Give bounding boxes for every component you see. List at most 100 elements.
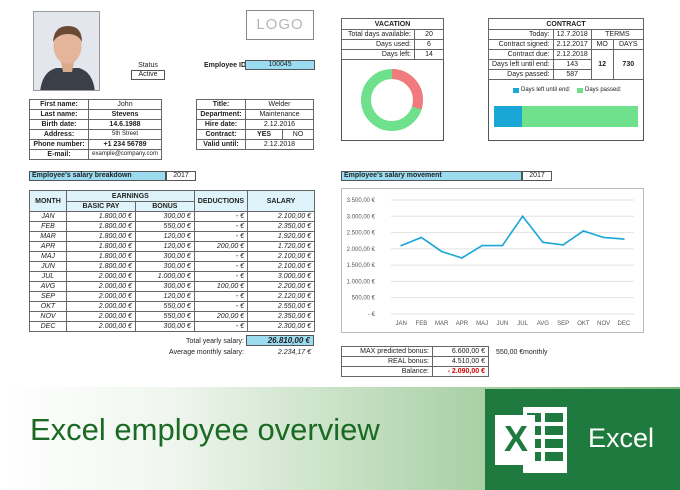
salary-basic-cell[interactable]: 1.800,00 € — [65, 231, 136, 242]
vacation-left-value[interactable]: 14 — [414, 49, 444, 60]
salary-deductions-cell[interactable]: - € — [193, 291, 249, 302]
salary-bonus-cell[interactable]: 1.000,00 € — [134, 271, 195, 282]
person-icon — [34, 12, 99, 90]
salary-bonus-cell[interactable]: 120,00 € — [134, 241, 195, 252]
vacation-total-value[interactable]: 20 — [414, 29, 444, 40]
days-header: DAYS — [612, 39, 645, 50]
salary-bonus-cell[interactable]: 300,00 € — [134, 281, 195, 292]
title-value[interactable]: Welder — [245, 99, 314, 110]
hire-date-value[interactable]: 2.12.2016 — [245, 119, 314, 130]
salary-bonus-cell[interactable]: 550,00 € — [134, 221, 195, 232]
chart-y-tick-label: 3.500,00 € — [347, 198, 376, 204]
chart-data-point — [542, 241, 544, 244]
salary-deductions-cell[interactable]: - € — [193, 301, 249, 312]
salary-deductions-cell[interactable]: 200,00 € — [193, 311, 249, 322]
last-name-value[interactable]: Stevens — [88, 109, 162, 120]
contract-signed-value[interactable]: 2.12.2017 — [552, 39, 592, 50]
salary-bonus-cell[interactable]: 300,00 € — [134, 211, 195, 222]
salary-total-cell[interactable]: 2.120,00 € — [247, 291, 315, 302]
title-label: Title: — [196, 99, 246, 110]
employee-id-field[interactable]: 100045 — [245, 60, 315, 70]
total-salary-value[interactable]: 26.810,00 € — [246, 335, 314, 346]
salary-breakdown-year[interactable]: 2017 — [166, 171, 196, 181]
salary-row: AVG 2.000,00 €300,00 €100,00 €2.200,00 € — [29, 281, 315, 292]
salary-bonus-cell[interactable]: 550,00 € — [134, 311, 195, 322]
salary-bonus-cell[interactable]: 300,00 € — [134, 251, 195, 262]
salary-deductions-cell[interactable]: - € — [193, 221, 249, 232]
salary-deductions-cell[interactable]: 100,00 € — [193, 281, 249, 292]
vacation-used-value[interactable]: 6 — [414, 39, 444, 50]
contract-no[interactable]: NO — [282, 129, 314, 140]
salary-line-chart: 3.500,00 € 3.000,00 € 2.500,00 € 2.000,00 €… — [347, 198, 634, 327]
salary-deductions-cell[interactable]: - € — [193, 321, 249, 332]
balance-value[interactable]: - 2.090,00 € — [432, 366, 489, 377]
contract-table: CONTRACT Today: 12.7.2018 TERMS Contract s… — [488, 18, 645, 80]
bonus-summary-table: MAX predicted bonus: 6.600,00 € REAL bonu… — [341, 346, 489, 377]
salary-bonus-cell[interactable]: 120,00 € — [134, 231, 195, 242]
salary-basic-cell[interactable]: 2.000,00 € — [65, 321, 136, 332]
term-days-value[interactable]: 730 — [612, 49, 645, 80]
salary-deductions-cell[interactable]: - € — [193, 261, 249, 272]
salary-deductions-cell[interactable]: - € — [193, 211, 249, 222]
last-name-label: Last name: — [29, 109, 89, 120]
chart-y-tick-label: 1.000,00 € — [347, 279, 376, 285]
salary-total-cell[interactable]: 2.200,00 € — [247, 281, 315, 292]
salary-basic-cell[interactable]: 1.800,00 € — [65, 221, 136, 232]
salary-deductions-cell[interactable]: - € — [193, 231, 249, 242]
salary-bonus-cell[interactable]: 550,00 € — [134, 301, 195, 312]
contract-yes[interactable]: YES — [244, 129, 284, 140]
employee-id-label: Employee ID — [204, 62, 247, 69]
department-value[interactable]: Maintenance — [245, 109, 314, 120]
salary-month-cell: SEP — [29, 291, 67, 302]
salary-basic-cell[interactable]: 2.000,00 € — [65, 301, 136, 312]
salary-basic-cell[interactable]: 2.000,00 € — [65, 311, 136, 322]
birth-date-value[interactable]: 14.6.1988 — [88, 119, 162, 130]
salary-basic-cell[interactable]: 1.800,00 € — [65, 251, 136, 262]
first-name-value[interactable]: John — [88, 99, 162, 110]
real-bonus-label: REAL bonus: — [341, 356, 433, 367]
salary-bonus-cell[interactable]: 300,00 € — [134, 261, 195, 272]
salary-basic-cell[interactable]: 2.000,00 € — [65, 271, 136, 282]
salary-month-cell: JUN — [29, 261, 67, 272]
valid-until-value[interactable]: 2.12.2018 — [245, 139, 314, 150]
salary-basic-cell[interactable]: 1.800,00 € — [65, 211, 136, 222]
salary-total-cell[interactable]: 2.550,00 € — [247, 301, 315, 312]
salary-total-cell[interactable]: 1.920,00 € — [247, 231, 315, 242]
contract-due-value[interactable]: 2.12.2018 — [552, 49, 592, 60]
days-until-end-value[interactable]: 143 — [552, 59, 592, 70]
salary-total-cell[interactable]: 2.350,00 € — [247, 311, 315, 322]
salary-total-cell[interactable]: 2.350,00 € — [247, 221, 315, 232]
salary-total-cell[interactable]: 2.100,00 € — [247, 261, 315, 272]
status-badge: Active — [131, 70, 165, 80]
address-value[interactable]: 5th Street — [88, 129, 162, 140]
salary-basic-cell[interactable]: 2.000,00 € — [65, 291, 136, 302]
chart-x-tick-label: DEC — [618, 321, 631, 327]
bonus-header: BONUS — [134, 201, 195, 212]
days-passed-value[interactable]: 587 — [552, 69, 592, 80]
salary-total-cell[interactable]: 2.100,00 € — [247, 211, 315, 222]
salary-row: FEB 1.800,00 €550,00 € - €2.350,00 € — [29, 221, 315, 232]
salary-basic-cell[interactable]: 2.000,00 € — [65, 281, 136, 292]
personal-info-table: First name: John Last name: Stevens Birth … — [29, 99, 162, 160]
salary-month-cell: NOV — [29, 311, 67, 322]
term-months-value[interactable]: 12 — [590, 49, 614, 80]
salary-month-cell: MAR — [29, 231, 67, 242]
salary-total-cell[interactable]: 3.000,00 € — [247, 271, 315, 282]
salary-total-cell[interactable]: 2.300,00 € — [247, 321, 315, 332]
salary-bonus-cell[interactable]: 120,00 € — [134, 291, 195, 302]
salary-movement-year[interactable]: 2017 — [522, 171, 552, 181]
salary-basic-cell[interactable]: 1.800,00 € — [65, 261, 136, 272]
salary-total-cell[interactable]: 2.100,00 € — [247, 251, 315, 262]
salary-basic-cell[interactable]: 1.800,00 € — [65, 241, 136, 252]
max-bonus-value[interactable]: 6.600,00 € — [432, 346, 489, 357]
salary-deductions-cell[interactable]: - € — [193, 271, 249, 282]
phone-value[interactable]: +1 234 56789 — [88, 139, 162, 150]
salary-total-cell[interactable]: 1.720,00 € — [247, 241, 315, 252]
salary-deductions-cell[interactable]: 200,00 € — [193, 241, 249, 252]
today-value[interactable]: 12.7.2018 — [552, 29, 592, 40]
chart-y-tick-label: 3.000,00 € — [347, 214, 376, 220]
email-value[interactable]: example@company.com — [88, 149, 162, 160]
real-bonus-value[interactable]: 4.510,00 € — [432, 356, 489, 367]
salary-deductions-cell[interactable]: - € — [193, 251, 249, 262]
salary-bonus-cell[interactable]: 300,00 € — [134, 321, 195, 332]
